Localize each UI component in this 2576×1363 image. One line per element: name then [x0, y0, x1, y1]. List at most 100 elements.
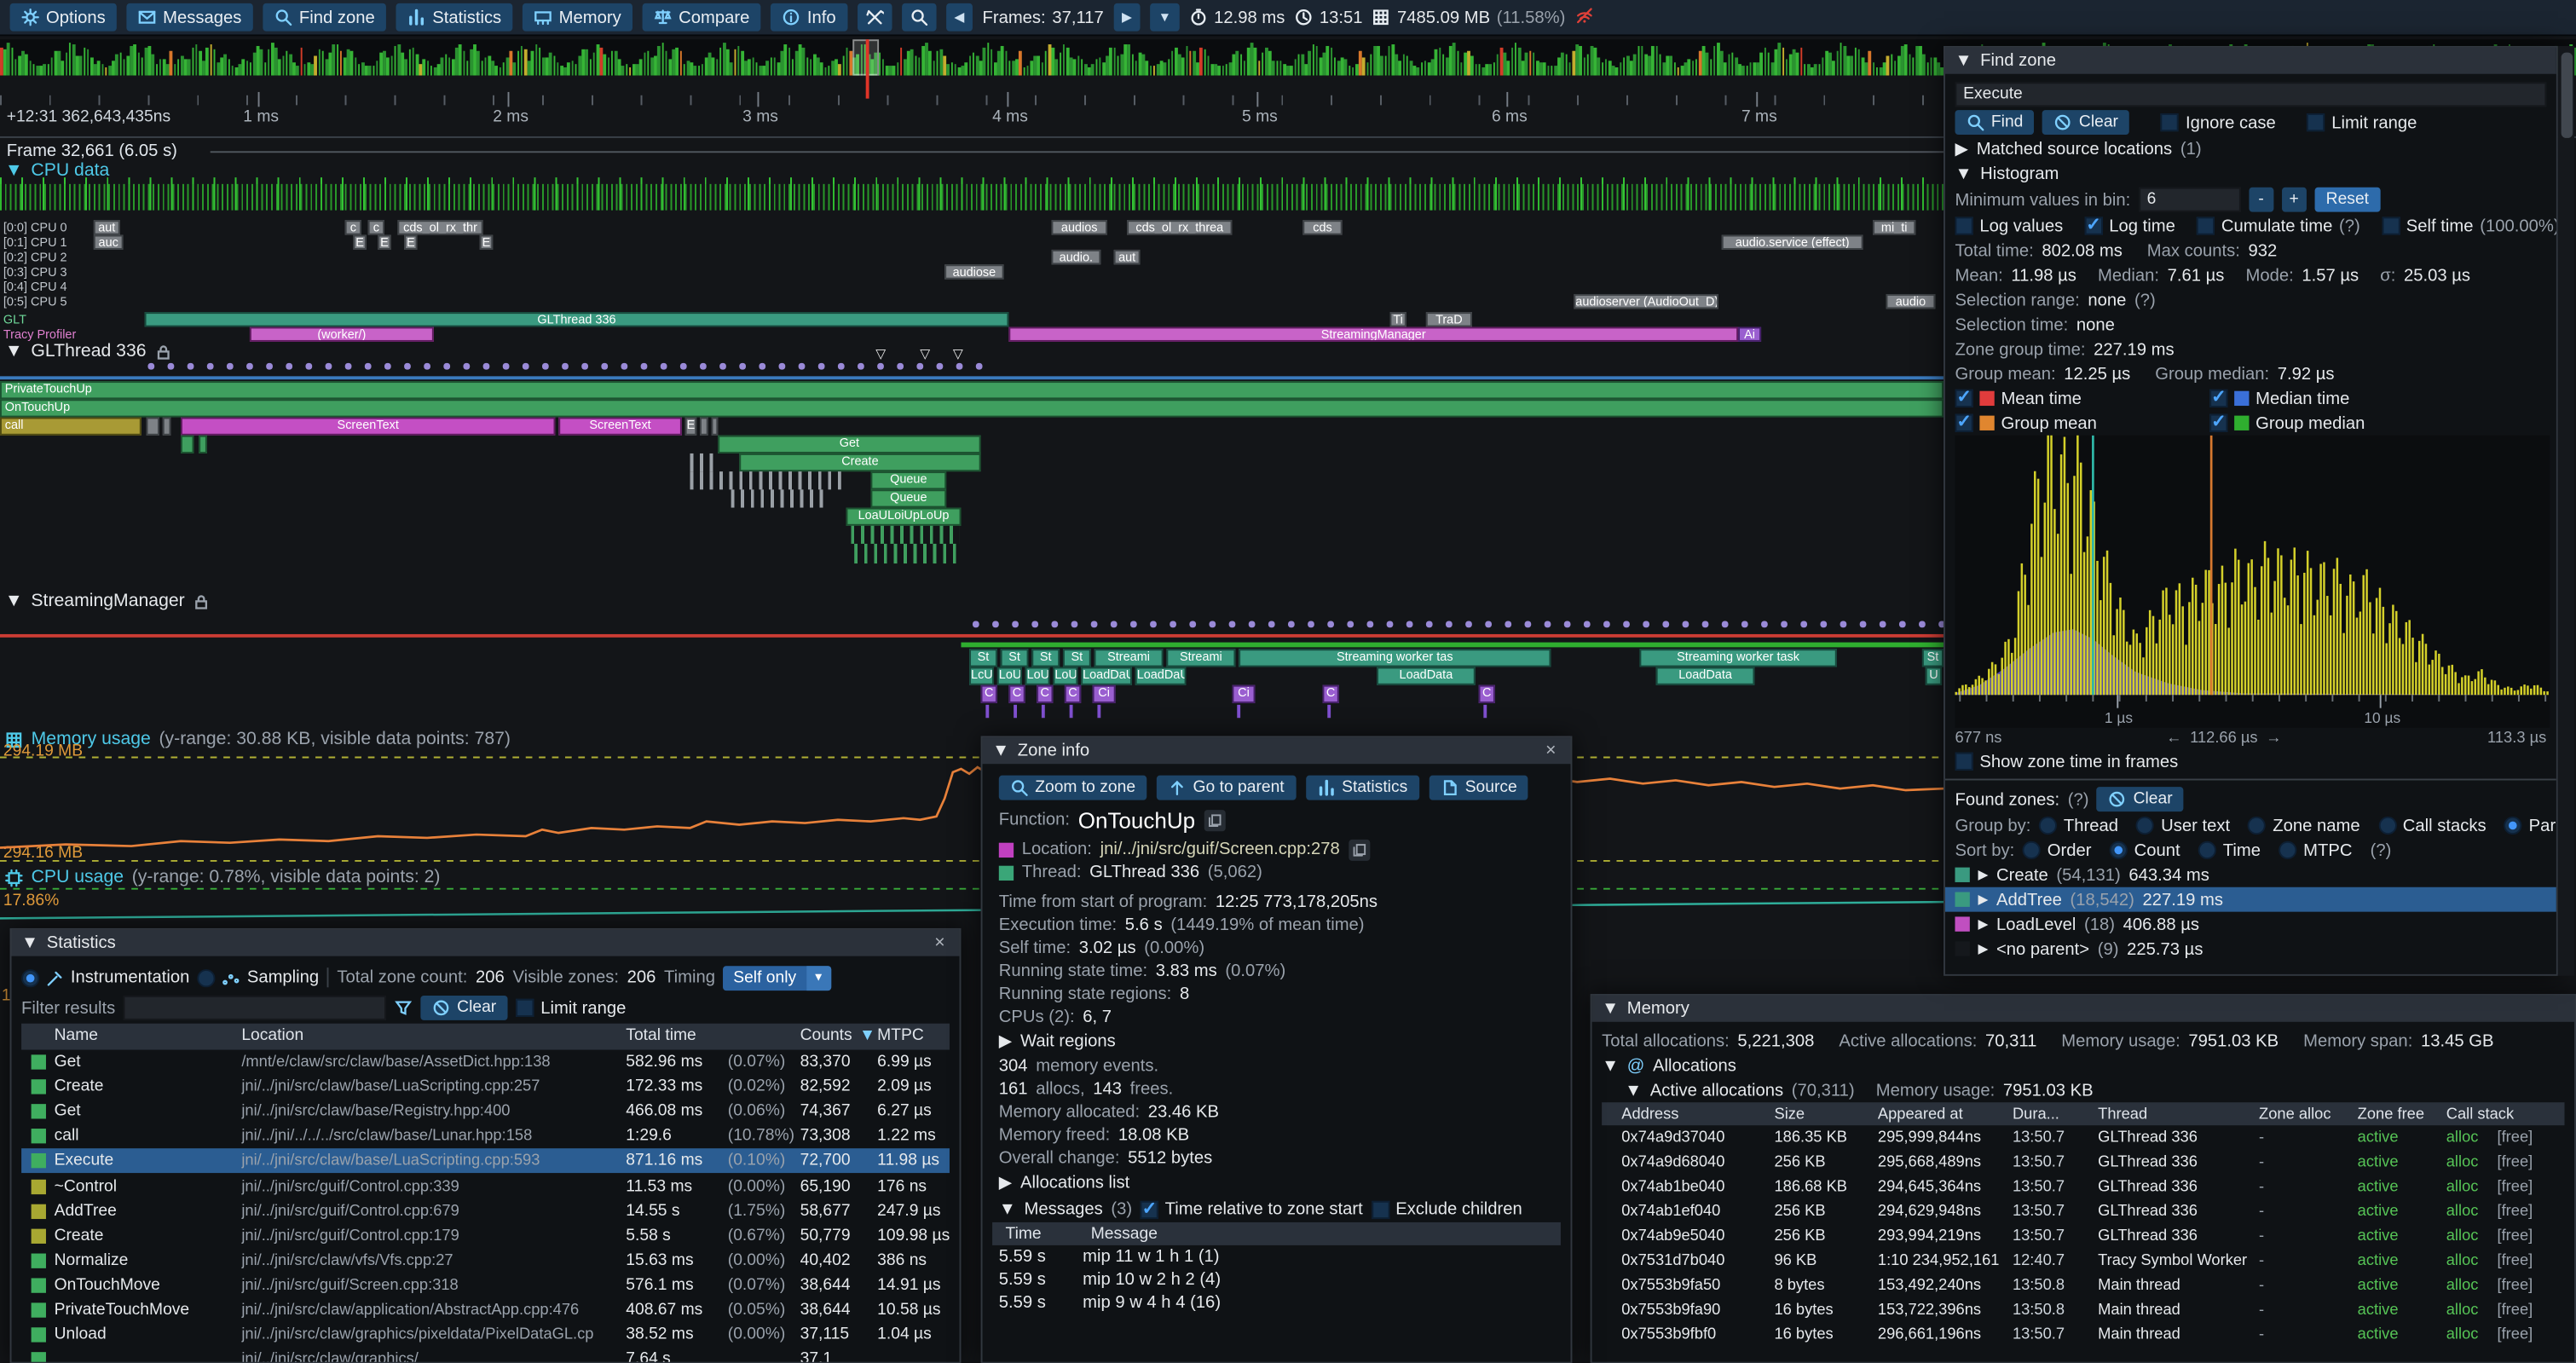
limit-range-checkbox[interactable]: Limit range — [2307, 113, 2417, 132]
frame-bar[interactable] — [719, 48, 722, 76]
frame-bar[interactable] — [18, 55, 21, 76]
radio-icon[interactable] — [2109, 840, 2128, 859]
frame-bar[interactable] — [1127, 44, 1130, 76]
frame-bar[interactable] — [1507, 61, 1510, 76]
frame-bar[interactable] — [65, 52, 68, 76]
frame-bar[interactable] — [1109, 47, 1112, 76]
frame-bar[interactable] — [213, 49, 217, 76]
frame-bar[interactable] — [86, 49, 90, 76]
statistics-row[interactable]: ~Control jni/../jni/src/guif/Control.cpp:… — [21, 1174, 950, 1198]
zone-bar[interactable]: LoU — [996, 667, 1022, 684]
frame-bar[interactable] — [852, 57, 856, 76]
sample-dot[interactable] — [1485, 621, 1492, 627]
frame-bar[interactable] — [1821, 57, 1825, 76]
cpu-usage-header[interactable]: CPU usage (y-range: 0.78%, visible data … — [5, 868, 440, 887]
frame-list-button[interactable]: ▼ — [1150, 3, 1180, 32]
memory-row[interactable]: 0x74ab1ef040 256 KB 294,629,948ns 13:50.7 GL… — [1602, 1199, 2564, 1224]
frame-bar[interactable] — [560, 66, 563, 76]
frame-bar[interactable] — [765, 61, 769, 76]
frame-bar[interactable] — [1388, 45, 1391, 76]
frame-bar[interactable] — [632, 64, 636, 76]
checkbox-log-values[interactable]: Log values — [1955, 216, 2063, 236]
frame-bar[interactable] — [1279, 61, 1283, 76]
frame-bar[interactable] — [267, 49, 270, 76]
cpu-zone[interactable]: audio. — [1051, 249, 1101, 264]
frame-bar[interactable] — [444, 54, 448, 76]
frame-bar[interactable] — [712, 56, 715, 76]
frame-bar[interactable] — [1601, 61, 1604, 76]
frame-bar[interactable] — [1041, 62, 1044, 76]
frame-bar[interactable] — [419, 64, 422, 76]
frame-bar[interactable] — [1019, 50, 1022, 76]
frame-bar[interactable] — [502, 62, 505, 76]
frame-bar[interactable] — [1123, 44, 1127, 76]
frame-bar[interactable] — [1077, 55, 1080, 76]
frame-bar[interactable] — [899, 47, 903, 76]
frame-bar[interactable] — [1359, 50, 1362, 76]
frame-bar[interactable] — [1412, 66, 1416, 76]
frame-bar[interactable] — [181, 55, 184, 76]
scrollbar-thumb[interactable] — [2560, 52, 2573, 138]
find-zone-titlebar[interactable]: ▼ Find zone — [1944, 47, 2556, 74]
frame-bar[interactable] — [1915, 46, 1919, 76]
frame-bar[interactable] — [1377, 46, 1380, 76]
filter-input[interactable] — [123, 995, 387, 1020]
cpu-zone[interactable]: GLThread 336 — [144, 312, 1009, 326]
frame-bar[interactable] — [1409, 61, 1412, 76]
frame-bar[interactable] — [1315, 46, 1319, 76]
frame-bar[interactable] — [856, 54, 859, 76]
instrumentation-radio[interactable]: Instrumentation — [21, 967, 189, 987]
frame-bar[interactable] — [79, 55, 83, 76]
cpu-zone[interactable]: cds — [1302, 220, 1343, 234]
sample-dot[interactable] — [1465, 621, 1471, 627]
frame-bar[interactable] — [1164, 63, 1167, 76]
frame-bar[interactable] — [104, 66, 108, 76]
zone-bar[interactable]: E — [684, 417, 697, 435]
message-row[interactable]: 5.59 s mip 9 w 4 h 4 (16) — [999, 1291, 1554, 1314]
frame-bar[interactable] — [791, 60, 794, 76]
frame-bar[interactable] — [1185, 45, 1188, 76]
sample-dot[interactable] — [778, 362, 785, 369]
frame-bar[interactable] — [878, 52, 881, 76]
zone-bar[interactable]: Queue — [870, 471, 947, 489]
zone-bar[interactable] — [700, 417, 708, 435]
frame-bar[interactable] — [1424, 60, 1427, 76]
min-bin-input[interactable] — [2138, 187, 2241, 212]
frame-bar[interactable] — [1051, 47, 1054, 76]
frame-bar[interactable] — [1890, 54, 1893, 76]
frame-bar[interactable] — [1897, 55, 1901, 76]
frame-bar[interactable] — [1337, 61, 1340, 76]
sample-dot[interactable] — [562, 362, 568, 369]
frame-bar[interactable] — [1655, 45, 1659, 76]
zone-bar[interactable]: C — [1064, 684, 1082, 702]
checkbox-icon[interactable] — [2209, 386, 2228, 407]
frame-bar[interactable] — [1799, 47, 1803, 76]
frame-bar[interactable] — [480, 61, 483, 76]
frame-bar[interactable] — [14, 59, 18, 76]
frame-bar[interactable] — [1088, 66, 1091, 76]
source-button[interactable]: Source — [1429, 774, 1529, 800]
legend-toggle[interactable]: Group mean — [1955, 411, 2201, 433]
frame-bar[interactable] — [32, 64, 36, 76]
frame-bar[interactable] — [1222, 65, 1225, 76]
show-zone-time-checkbox[interactable]: Show zone time in frames — [1955, 752, 2178, 771]
cpu-zone[interactable]: Ai — [1738, 326, 1762, 341]
zone-bar[interactable]: Ci — [1232, 684, 1256, 702]
frame-bar[interactable] — [1669, 56, 1672, 76]
frame-bar[interactable] — [570, 61, 574, 76]
frame-bar[interactable] — [870, 59, 874, 76]
frame-bar[interactable] — [534, 43, 538, 76]
frame-bar[interactable] — [1659, 54, 1662, 76]
radio-icon[interactable] — [2022, 840, 2042, 859]
frame-bar[interactable] — [328, 52, 332, 76]
frame-bar[interactable] — [932, 61, 935, 76]
frame-bar[interactable] — [759, 66, 762, 76]
frame-bar[interactable] — [1872, 62, 1875, 76]
frame-bar[interactable] — [209, 43, 212, 76]
sample-dot[interactable] — [1643, 621, 1649, 627]
frame-bar[interactable] — [1688, 58, 1691, 76]
frame-bar[interactable] — [1383, 55, 1388, 76]
checkbox-icon[interactable] — [2161, 113, 2180, 132]
frame-bar[interactable] — [61, 60, 65, 76]
sample-dot[interactable] — [1701, 621, 1708, 627]
